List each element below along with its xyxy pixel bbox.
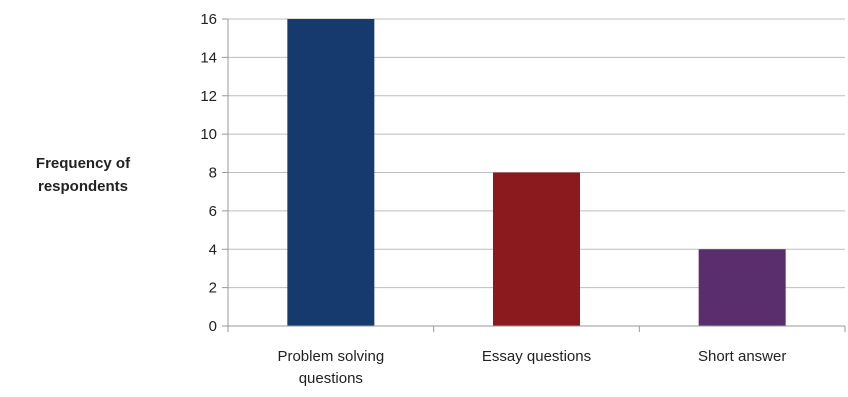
- y-tick-label: 2: [209, 280, 217, 297]
- axes: [222, 18, 846, 332]
- y-tick-labels: 0 2 4 6 8 10 12 14 16: [200, 11, 217, 335]
- x-category-labels: Problem solving questions Essay questions S…: [277, 348, 786, 387]
- x-category-label: Short answer: [698, 348, 786, 365]
- y-axis-title: Frequency of respondents: [36, 155, 131, 195]
- bar-2: [493, 172, 580, 326]
- y-tick-label: 10: [200, 126, 217, 143]
- y-tick-label: 0: [209, 318, 217, 335]
- x-category-label: Essay questions: [482, 348, 591, 365]
- y-tick-label: 12: [200, 88, 217, 105]
- y-tick-label: 6: [209, 203, 217, 220]
- y-tick-label: 8: [209, 165, 217, 182]
- bar-3: [698, 249, 786, 326]
- x-category-label: Problem solving questions: [277, 348, 384, 387]
- y-tick-label: 16: [200, 11, 217, 28]
- bar-1: [287, 19, 375, 326]
- bars: [287, 19, 786, 326]
- y-axis-label: Frequency of respondents: [36, 155, 131, 195]
- y-tick-label: 14: [200, 49, 217, 66]
- y-tick-label: 4: [209, 241, 217, 258]
